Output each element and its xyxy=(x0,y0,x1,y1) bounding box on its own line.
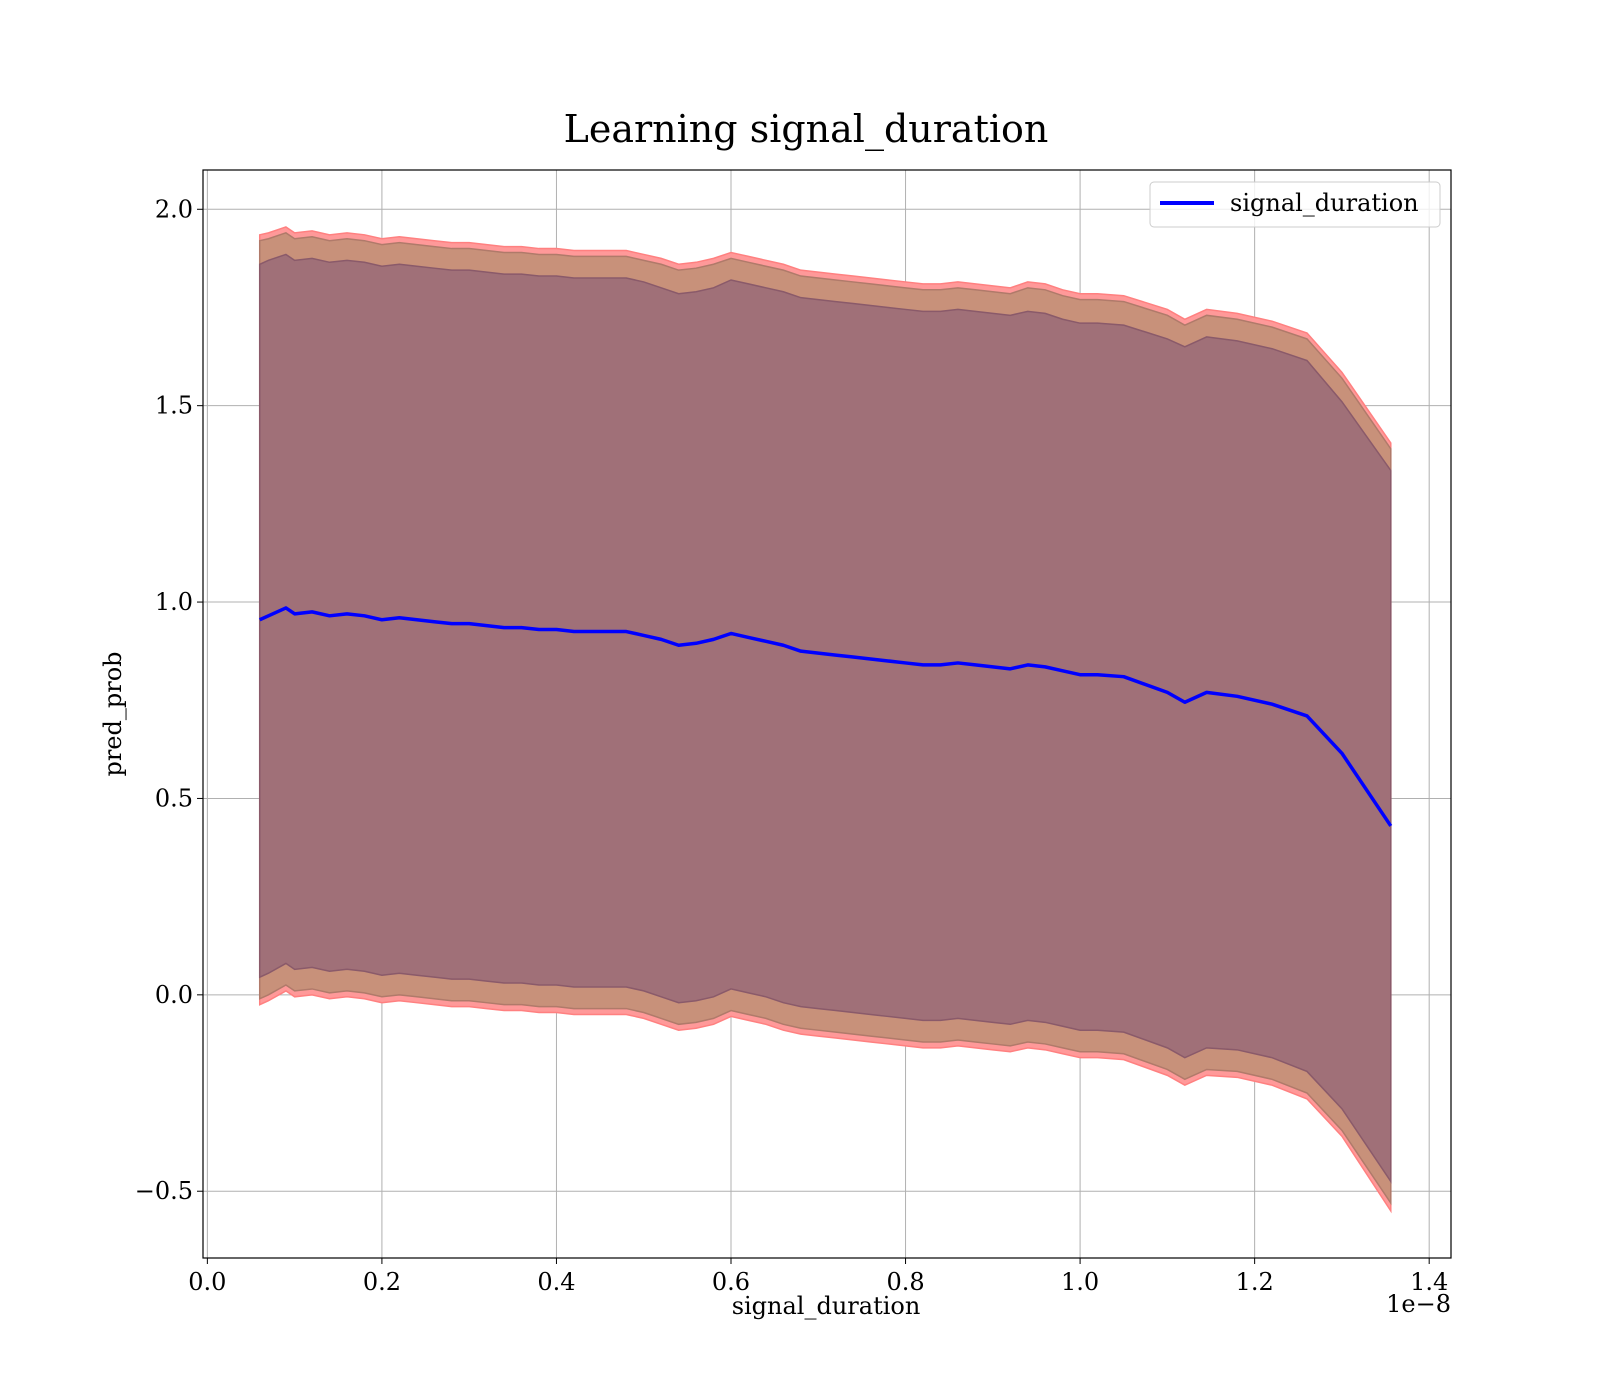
x-tick-label: 1.4 xyxy=(1410,1268,1448,1296)
x-tick-label: 0.8 xyxy=(886,1268,924,1296)
chart-title: Learning signal_duration xyxy=(564,107,1049,152)
y-tick-label: 1.5 xyxy=(155,392,193,420)
confidence-bands xyxy=(258,226,1392,1214)
x-tick-label: 0.2 xyxy=(363,1268,401,1296)
y-tick-label: 2.0 xyxy=(155,195,193,223)
legend-label: signal_duration xyxy=(1230,189,1419,217)
y-tick-label: 0.0 xyxy=(155,981,193,1009)
x-tick-label: 0.4 xyxy=(537,1268,575,1296)
x-axis-ticks: 0.0 0.2 0.4 0.6 0.8 1.0 1.2 1.4 xyxy=(188,1258,1448,1296)
y-axis-label: pred_prob xyxy=(99,651,127,776)
series-lines xyxy=(259,606,1393,827)
x-tick-label: 1.0 xyxy=(1061,1268,1099,1296)
y-axis-ticks: −0.5 0.0 0.5 1.0 1.5 2.0 xyxy=(135,195,203,1205)
legend-box xyxy=(1149,181,1441,228)
x-axis-offset-label: 1e−8 xyxy=(1386,1290,1451,1318)
x-tick-label: 0.6 xyxy=(712,1268,750,1296)
x-axis-label: signal_duration xyxy=(732,1292,921,1320)
legend: signal_duration xyxy=(1149,181,1441,228)
x-tick-label: 1.2 xyxy=(1236,1268,1274,1296)
series-line-signal-duration xyxy=(259,606,1393,827)
y-tick-label: −0.5 xyxy=(135,1177,193,1205)
y-tick-label: 0.5 xyxy=(155,784,193,812)
x-tick-label: 0.0 xyxy=(188,1268,226,1296)
y-tick-label: 1.0 xyxy=(155,588,193,616)
plot-frame xyxy=(202,169,1452,1259)
inner-band xyxy=(258,253,1392,1184)
